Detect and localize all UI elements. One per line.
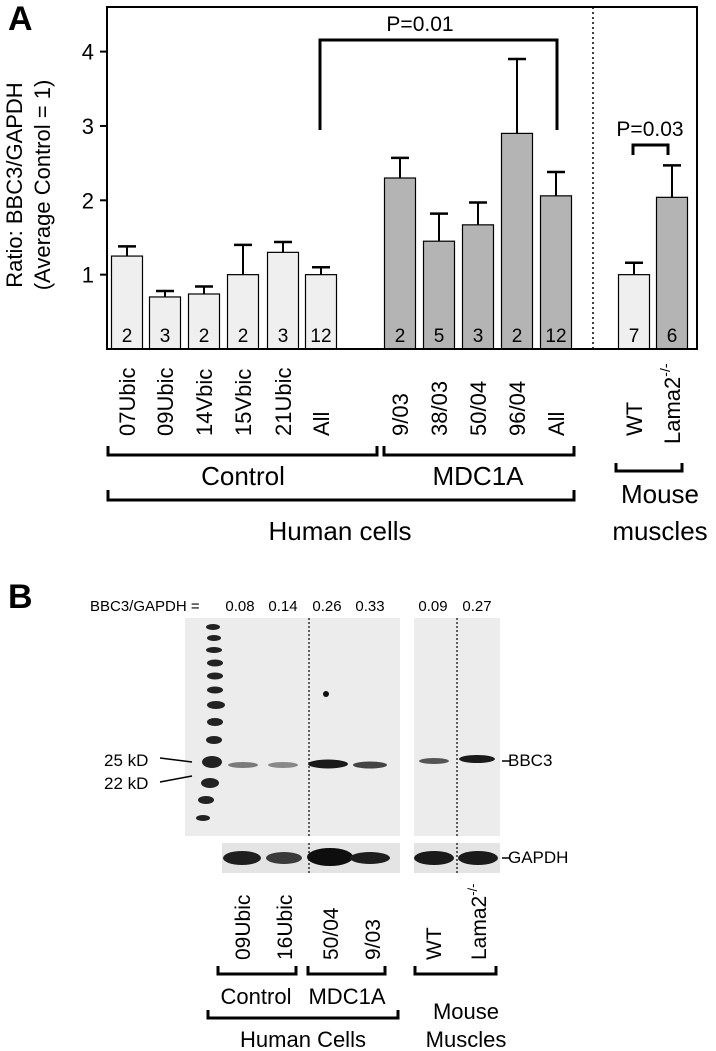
p-value-mouse: P=0.03: [616, 118, 683, 141]
ratio-9-03: 0.33: [355, 598, 384, 615]
group-human-label: Human cells: [268, 516, 411, 546]
bracket-mouse: [614, 463, 684, 473]
marker-22kd: 22 kD: [104, 774, 148, 793]
category-label: 14Vbic: [192, 369, 217, 436]
bar: [383, 177, 417, 350]
lane-50-04: 50/04: [320, 907, 343, 960]
ratio-lama2: 0.27: [462, 598, 491, 615]
bar-n-label: 2: [512, 326, 523, 347]
ratio-16ubic: 0.14: [268, 598, 297, 615]
category-label-base: Lama2: [660, 377, 685, 444]
y-axis-label: Ratio: BBC3/GAPDH (Average Control = 1): [2, 80, 55, 291]
category-label: 07Ubic: [115, 368, 140, 436]
lane-16ubic: 16Ubic: [274, 895, 297, 960]
ratio-prefix: BBC3/GAPDH =: [90, 598, 200, 615]
y-tick-label: 3: [82, 114, 94, 139]
marker-22kd-line: [159, 775, 193, 783]
bbc3-label: BBC3: [508, 751, 552, 770]
bar-n-label: 2: [395, 326, 406, 347]
ratio-wt: 0.09: [418, 598, 447, 615]
bar-n-label: 6: [667, 326, 678, 347]
bar-n-label: 2: [122, 326, 133, 347]
bar: [422, 240, 456, 350]
bar-n-label: 2: [238, 326, 249, 347]
y-axis-label-line1: Ratio: BBC3/GAPDH: [2, 82, 27, 287]
category-label: All: [544, 412, 569, 436]
blot-bbc3-human: [185, 618, 400, 836]
lane-wt: WT: [423, 927, 446, 960]
marker-25kd-line: [159, 757, 193, 763]
bracket-b-mouse: [413, 966, 498, 976]
bar-n-label: 3: [160, 326, 171, 347]
bracket-b-human: [206, 1010, 400, 1020]
gapdh-label: GAPDH: [508, 848, 568, 867]
bar-n-label: 12: [310, 326, 331, 347]
p-bracket-human: [318, 38, 559, 130]
bar-series: 2 3 2 2 3 12 2 5 3 2 12 7 6: [110, 57, 689, 350]
category-label: 96/04: [505, 381, 530, 436]
blot-gapdh-human: [222, 843, 400, 873]
category-label: All: [309, 412, 334, 436]
blot-gapdh-mouse: [414, 843, 500, 873]
bar: [500, 132, 534, 350]
category-label: 09Ubic: [153, 368, 178, 436]
bar: [266, 251, 300, 350]
category-label-sup: -/-: [657, 363, 673, 377]
category-label: 9/03: [388, 393, 413, 436]
bracket-mdc1a: [382, 446, 576, 457]
panel-b-label: B: [8, 578, 33, 616]
bar-n-label: 3: [278, 326, 289, 347]
b-control-label: Control: [221, 984, 292, 1009]
category-labels: 07Ubic 09Ubic 14Vbic 15Vbic 21Ubic All 9/03 38/…: [115, 363, 685, 444]
category-label: 15Vbic: [231, 369, 256, 436]
bracket-b-mdc1a: [306, 966, 387, 976]
bar-n-label: 7: [629, 326, 640, 347]
group-control-label: Control: [201, 461, 285, 491]
p-value-human: P=0.01: [386, 13, 453, 36]
category-label: 21Ubic: [271, 368, 296, 436]
bar-n-label: 3: [473, 326, 484, 347]
category-label: 38/03: [427, 381, 452, 436]
bracket-b-control: [216, 966, 298, 976]
group-mouse-label-2: muscles: [612, 516, 707, 546]
blot-bbc3-mouse: [414, 618, 500, 836]
bar: [304, 274, 338, 350]
y-tick-label: 1: [82, 263, 94, 288]
category-label: 50/04: [466, 381, 491, 436]
category-label: Lama2-/-: [657, 363, 685, 444]
bar-n-label: 5: [434, 326, 445, 347]
lane-lama2-sup: -/-: [465, 884, 480, 896]
bracket-human: [106, 490, 576, 502]
plot-frame: [106, 6, 698, 350]
bar: [655, 196, 689, 350]
lane-labels: 09Ubic 16Ubic 50/04 9/03 WT Lama2-/-: [232, 884, 491, 961]
lane-9-03: 9/03: [362, 919, 385, 960]
panel-a-label: A: [8, 0, 33, 38]
category-label: WT: [622, 402, 647, 436]
b-human-label: Human Cells: [240, 1027, 366, 1051]
b-mouse-label-2: Muscles: [426, 1027, 507, 1051]
y-tick-label: 4: [82, 40, 94, 65]
group-mouse-label-1: Mouse: [621, 479, 699, 509]
y-tick-label: 2: [82, 188, 94, 213]
group-mdc1a-label: MDC1A: [432, 461, 524, 491]
lane-09ubic: 09Ubic: [232, 895, 255, 960]
lane-lama2: Lama2-/-: [465, 884, 491, 961]
y-axis-label-line2: (Average Control = 1): [30, 80, 55, 291]
bar: [226, 274, 260, 350]
ratio-50-04: 0.26: [312, 598, 341, 615]
bar-n-label: 12: [545, 326, 566, 347]
y-axis: 1 2 3 4: [82, 40, 107, 288]
bar-n-label: 2: [199, 326, 210, 347]
ratio-09ubic: 0.08: [225, 598, 254, 615]
b-mouse-label-1: Mouse: [433, 999, 499, 1024]
p-bracket-mouse: [631, 143, 670, 155]
lane-lama2-base: Lama2: [468, 896, 491, 960]
bar: [461, 224, 495, 350]
marker-25kd: 25 kD: [104, 751, 148, 770]
b-mdc1a-label: MDC1A: [308, 984, 385, 1009]
bracket-control: [106, 446, 379, 457]
